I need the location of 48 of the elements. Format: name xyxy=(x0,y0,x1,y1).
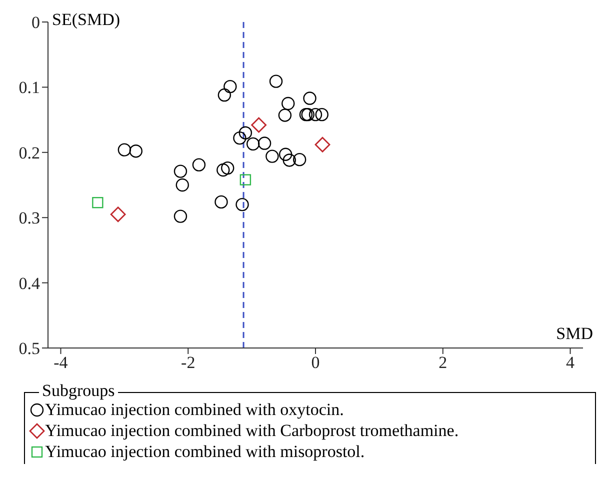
x-tick-label: -4 xyxy=(54,353,68,372)
point xyxy=(246,137,260,151)
point xyxy=(224,80,237,94)
point xyxy=(174,164,188,178)
point xyxy=(174,210,188,223)
point xyxy=(303,92,316,105)
point xyxy=(218,88,232,102)
legend-title: Subgroups xyxy=(39,381,118,401)
point xyxy=(282,96,295,110)
point xyxy=(110,206,126,222)
x-tick-label: 0 xyxy=(311,353,320,372)
point xyxy=(192,158,206,172)
point xyxy=(176,178,189,192)
point xyxy=(278,148,292,161)
point xyxy=(314,136,330,152)
legend-label: Yimucao injection combined with misoprostol. xyxy=(45,441,365,462)
point xyxy=(282,154,296,167)
point xyxy=(214,195,228,209)
y-tick-label: 0.3 xyxy=(18,208,40,228)
y-tick-label: 0.5 xyxy=(18,339,40,358)
point xyxy=(238,126,252,140)
x-tick-label: -2 xyxy=(181,353,196,372)
legend-label: Yimucao injection combined with oxytocin. xyxy=(45,400,344,420)
point xyxy=(240,174,252,186)
point xyxy=(266,150,279,163)
point xyxy=(129,144,142,158)
point xyxy=(315,108,328,122)
y-tick-label: 0.1 xyxy=(18,78,40,98)
point xyxy=(251,117,267,133)
y-axis-title: SE(SMD) xyxy=(52,10,120,30)
point xyxy=(221,161,234,175)
point xyxy=(278,108,292,122)
x-tick-label: 4 xyxy=(566,353,576,372)
point xyxy=(92,197,104,208)
y-tick-label: 0.4 xyxy=(18,274,40,293)
point xyxy=(236,198,249,212)
y-tick-label: 0.2 xyxy=(18,143,40,162)
legend-label: Yimucao injection combined with Carboprost tromethamine. xyxy=(45,420,459,441)
x-axis-title: SMD xyxy=(556,324,593,344)
point xyxy=(216,163,230,177)
point xyxy=(118,143,132,156)
x-tick-label: 2 xyxy=(438,353,448,372)
point xyxy=(269,74,283,88)
y-tick-label: 0 xyxy=(32,13,40,32)
point xyxy=(233,131,246,145)
point xyxy=(292,152,306,166)
point xyxy=(308,108,322,122)
point xyxy=(258,136,272,150)
